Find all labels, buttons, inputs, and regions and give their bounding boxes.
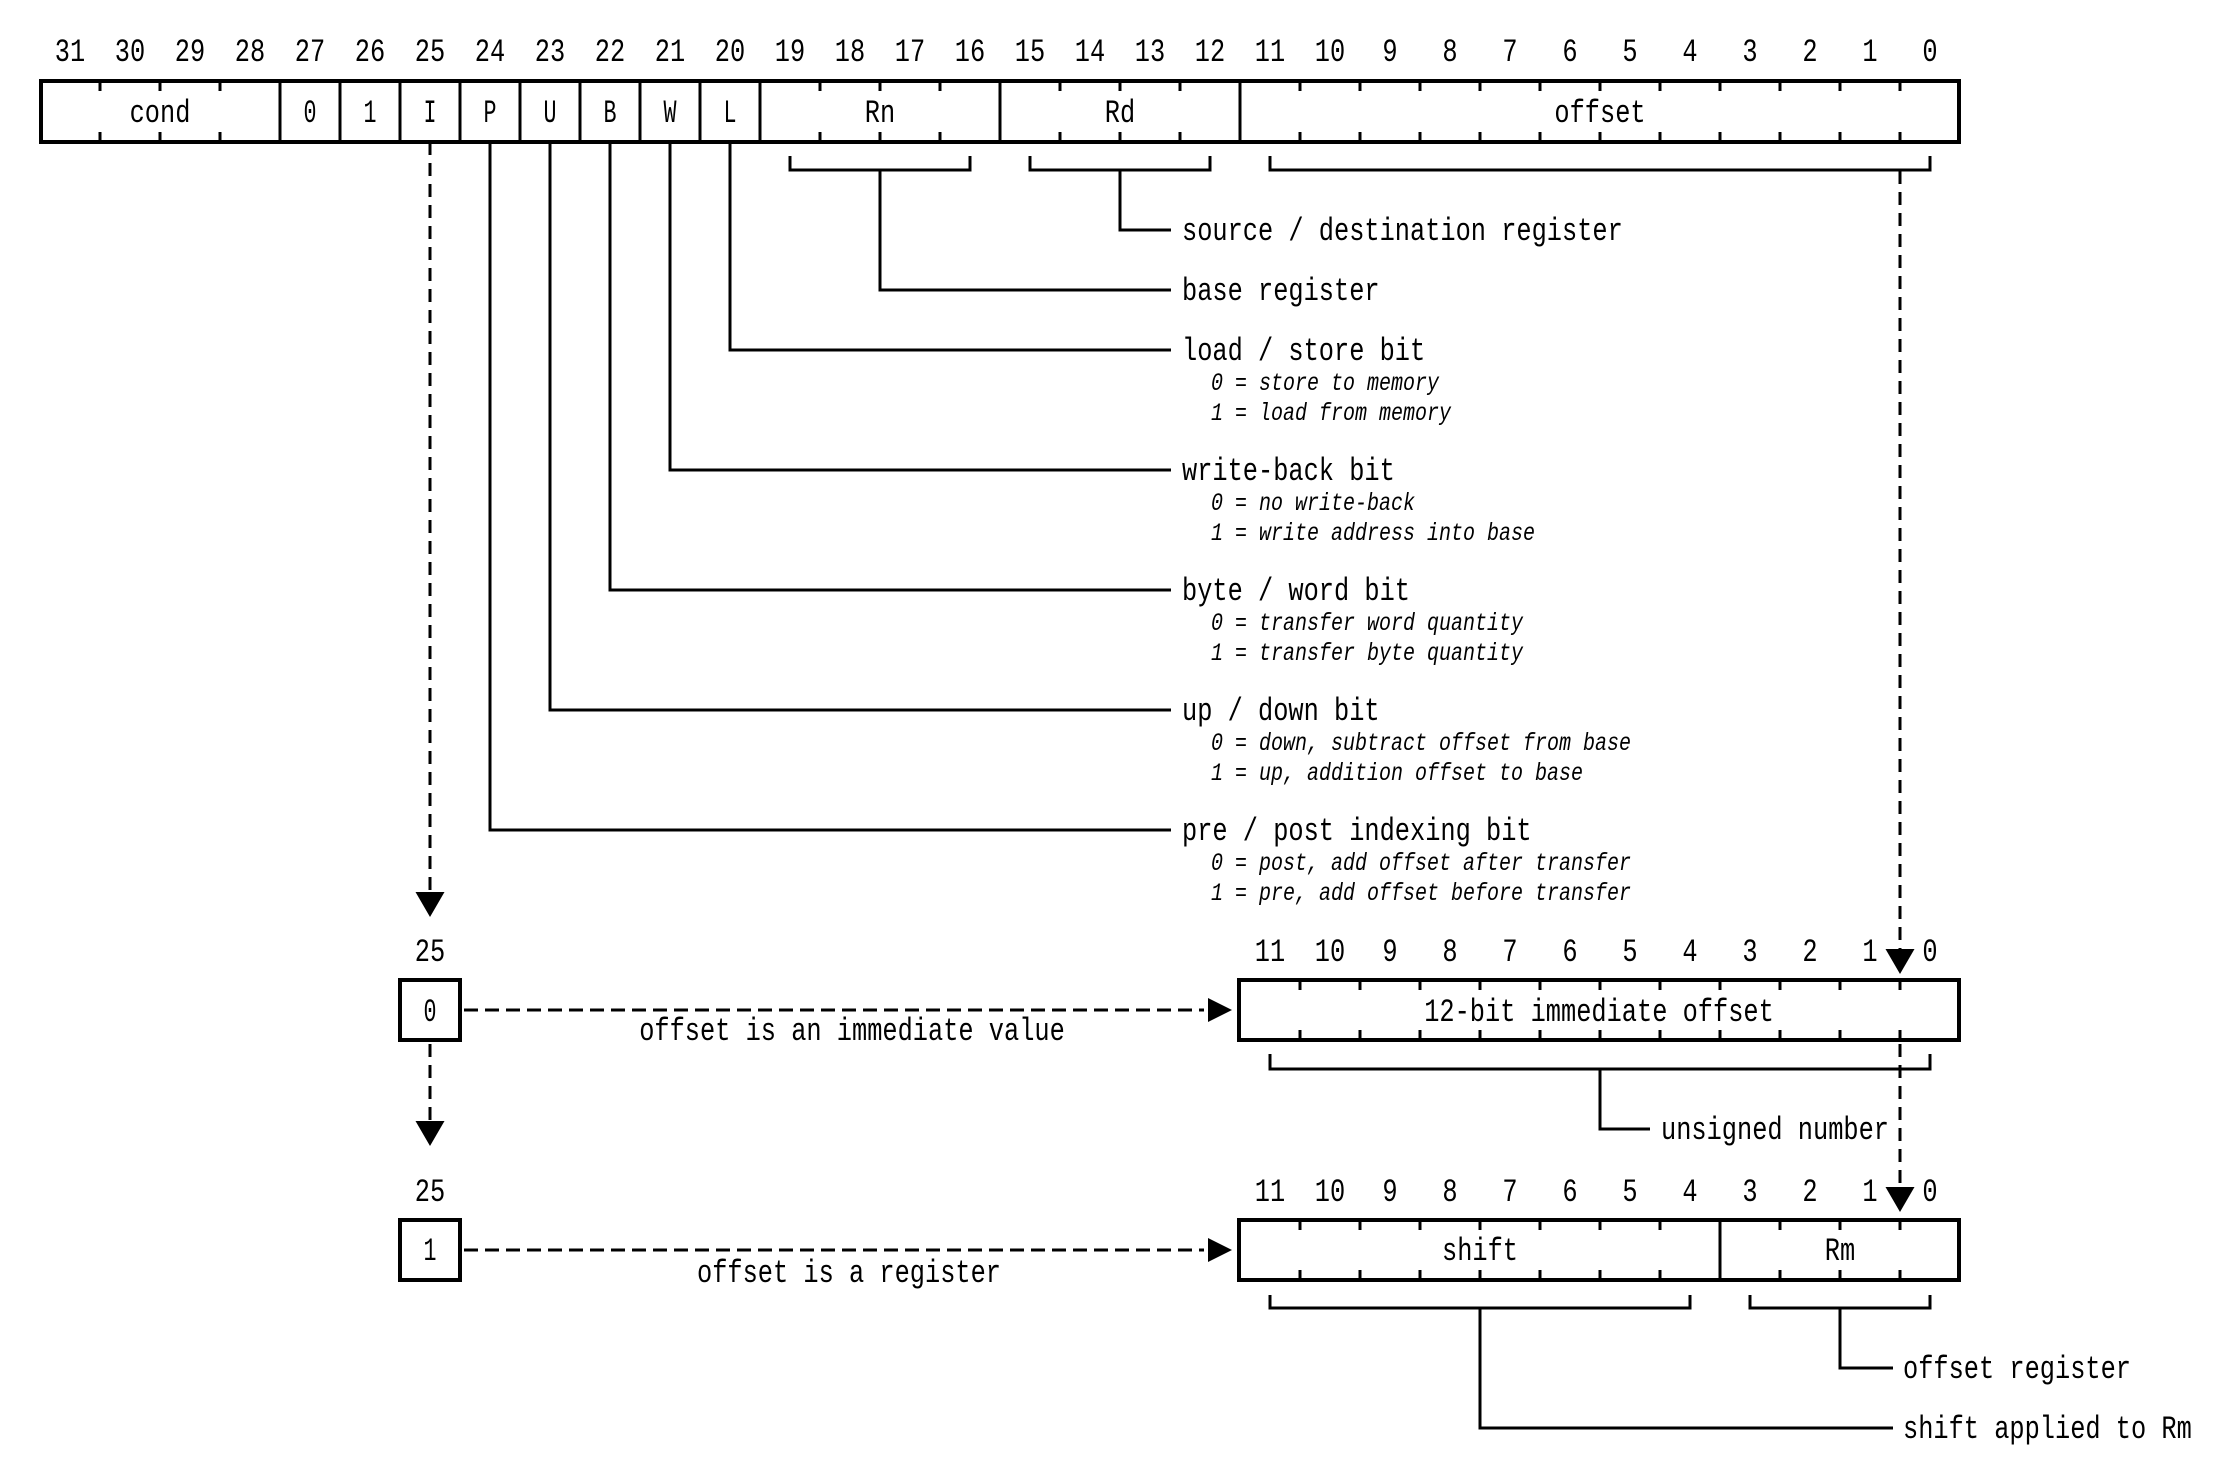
svg-text:7: 7 [1502, 934, 1517, 971]
svg-text:18: 18 [835, 34, 865, 71]
svg-text:20: 20 [715, 34, 745, 71]
svg-text:up / down bit: up / down bit [1182, 693, 1380, 730]
svg-text:22: 22 [595, 34, 625, 71]
svg-text:9: 9 [1382, 934, 1397, 971]
svg-text:9: 9 [1382, 34, 1397, 71]
svg-text:offset register: offset register [1903, 1351, 2131, 1388]
svg-text:27: 27 [295, 34, 325, 71]
svg-text:15: 15 [1015, 34, 1045, 71]
svg-text:23: 23 [535, 34, 565, 71]
svg-text:4: 4 [1682, 1174, 1697, 1211]
svg-text:1: 1 [1862, 34, 1877, 71]
svg-text:offset: offset [1554, 95, 1645, 132]
svg-text:10: 10 [1315, 34, 1345, 71]
svg-text:shift: shift [1442, 1233, 1518, 1270]
svg-text:30: 30 [115, 34, 145, 71]
svg-text:unsigned number: unsigned number [1661, 1112, 1889, 1149]
svg-text:12: 12 [1195, 34, 1225, 71]
svg-text:Rm: Rm [1825, 1233, 1855, 1270]
svg-text:10: 10 [1315, 934, 1345, 971]
svg-text:7: 7 [1502, 34, 1517, 71]
svg-text:1 = load from memory: 1 = load from memory [1211, 399, 1452, 428]
svg-text:4: 4 [1682, 934, 1697, 971]
svg-text:1: 1 [1862, 1174, 1877, 1211]
svg-text:6: 6 [1562, 1174, 1577, 1211]
svg-text:11: 11 [1255, 34, 1285, 71]
svg-text:5: 5 [1622, 34, 1637, 71]
svg-text:cond: cond [130, 95, 191, 132]
svg-text:24: 24 [475, 34, 505, 71]
svg-text:U: U [544, 95, 557, 132]
svg-text:B: B [604, 95, 617, 132]
svg-text:16: 16 [955, 34, 985, 71]
svg-text:5: 5 [1622, 934, 1637, 971]
svg-text:11: 11 [1255, 1174, 1285, 1211]
svg-text:11: 11 [1255, 934, 1285, 971]
svg-text:write-back bit: write-back bit [1182, 453, 1395, 490]
svg-text:14: 14 [1075, 34, 1105, 71]
svg-text:26: 26 [355, 34, 385, 71]
svg-text:I: I [424, 95, 437, 132]
svg-text:13: 13 [1135, 34, 1165, 71]
svg-text:4: 4 [1682, 34, 1697, 71]
svg-text:19: 19 [775, 34, 805, 71]
svg-text:7: 7 [1502, 1174, 1517, 1211]
svg-text:5: 5 [1622, 1174, 1637, 1211]
svg-text:2: 2 [1802, 1174, 1817, 1211]
svg-text:1 = write address into base: 1 = write address into base [1211, 519, 1535, 548]
svg-text:source / destination register: source / destination register [1182, 213, 1623, 250]
svg-text:1 = transfer byte quantity: 1 = transfer byte quantity [1211, 639, 1524, 668]
svg-text:P: P [484, 95, 497, 132]
svg-text:0: 0 [1922, 1174, 1937, 1211]
svg-text:25: 25 [415, 934, 445, 971]
svg-text:3: 3 [1742, 1174, 1757, 1211]
svg-text:8: 8 [1442, 34, 1457, 71]
svg-text:29: 29 [175, 34, 205, 71]
svg-text:0: 0 [1922, 34, 1937, 71]
svg-text:2: 2 [1802, 934, 1817, 971]
svg-text:byte / word bit: byte / word bit [1182, 573, 1410, 610]
svg-text:shift applied to Rm: shift applied to Rm [1903, 1411, 2192, 1448]
svg-text:0 = down, subtract offset from: 0 = down, subtract offset from base [1211, 729, 1631, 758]
svg-text:9: 9 [1382, 1174, 1397, 1211]
svg-text:28: 28 [235, 34, 265, 71]
svg-text:0 = store to memory: 0 = store to memory [1211, 369, 1440, 398]
svg-text:1: 1 [424, 1233, 437, 1270]
svg-text:2: 2 [1802, 34, 1817, 71]
svg-text:1: 1 [364, 95, 377, 132]
svg-text:0: 0 [304, 95, 317, 132]
svg-text:0 = no write-back: 0 = no write-back [1211, 489, 1415, 518]
svg-text:1 = pre, add offset before tra: 1 = pre, add offset before transfer [1211, 879, 1631, 908]
svg-text:8: 8 [1442, 934, 1457, 971]
svg-text:17: 17 [895, 34, 925, 71]
svg-text:1: 1 [1862, 934, 1877, 971]
svg-text:L: L [724, 95, 737, 132]
svg-text:21: 21 [655, 34, 685, 71]
svg-text:base register: base register [1182, 273, 1380, 310]
svg-text:31: 31 [55, 34, 85, 71]
svg-text:6: 6 [1562, 34, 1577, 71]
svg-text:offset is an immediate value: offset is an immediate value [639, 1013, 1065, 1050]
svg-text:6: 6 [1562, 934, 1577, 971]
svg-text:W: W [664, 95, 678, 132]
svg-text:25: 25 [415, 1174, 445, 1211]
svg-text:10: 10 [1315, 1174, 1345, 1211]
svg-text:1 = up, addition offset to bas: 1 = up, addition offset to base [1211, 759, 1583, 788]
svg-text:3: 3 [1742, 34, 1757, 71]
svg-text:Rn: Rn [865, 95, 895, 132]
svg-text:3: 3 [1742, 934, 1757, 971]
svg-text:0 = transfer word quantity: 0 = transfer word quantity [1211, 609, 1524, 638]
svg-text:8: 8 [1442, 1174, 1457, 1211]
svg-text:Rd: Rd [1105, 95, 1135, 132]
svg-text:offset is a register: offset is a register [697, 1255, 1001, 1292]
svg-text:0 = post, add offset after tra: 0 = post, add offset after transfer [1211, 849, 1631, 878]
svg-text:0: 0 [1922, 934, 1937, 971]
svg-text:load / store bit: load / store bit [1182, 333, 1425, 370]
svg-text:pre / post indexing bit: pre / post indexing bit [1182, 813, 1532, 850]
svg-text:12-bit immediate offset: 12-bit immediate offset [1424, 994, 1774, 1031]
svg-text:25: 25 [415, 34, 445, 71]
svg-text:0: 0 [424, 994, 437, 1031]
